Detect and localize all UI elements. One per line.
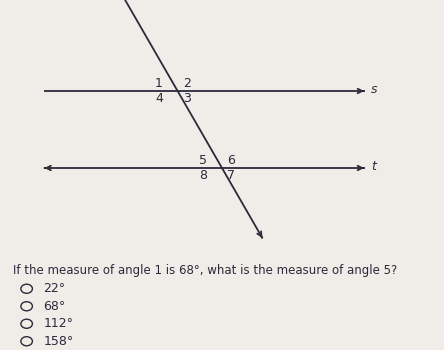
Text: 5: 5 [199, 154, 207, 167]
Text: 3: 3 [183, 92, 191, 105]
Text: 1: 1 [155, 77, 163, 90]
Text: 2: 2 [183, 77, 191, 90]
Text: 6: 6 [227, 154, 235, 167]
Text: 22°: 22° [44, 282, 66, 295]
Text: 68°: 68° [44, 300, 66, 313]
Text: 112°: 112° [44, 317, 74, 330]
Text: 8: 8 [199, 169, 207, 182]
Text: If the measure of angle 1 is 68°, what is the measure of angle 5?: If the measure of angle 1 is 68°, what i… [13, 264, 397, 277]
Text: 7: 7 [227, 169, 235, 182]
Text: 4: 4 [155, 92, 163, 105]
Text: t: t [371, 160, 376, 173]
Text: 158°: 158° [44, 335, 74, 348]
Text: s: s [371, 83, 377, 96]
